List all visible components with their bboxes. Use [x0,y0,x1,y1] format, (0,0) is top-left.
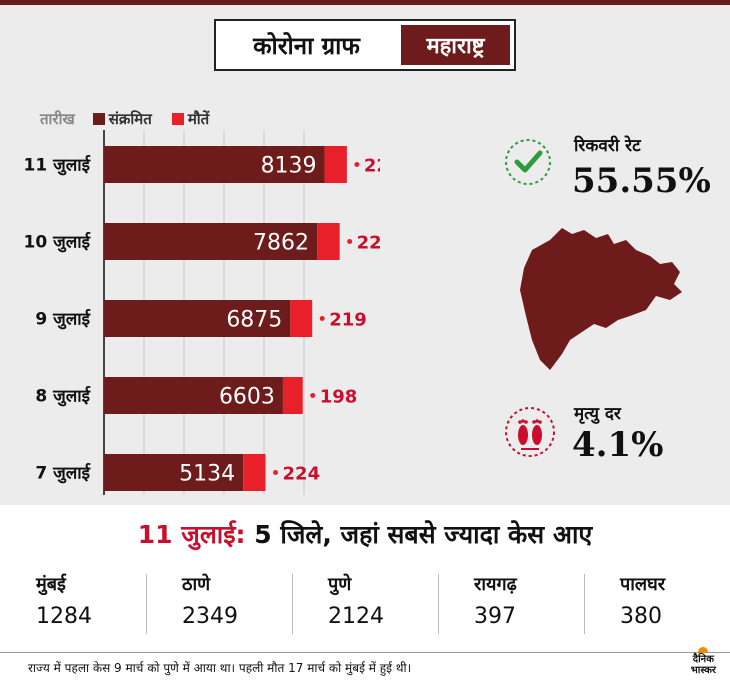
divider [584,574,585,634]
bar-deaths [243,454,266,491]
district-name: पुणे [328,574,352,595]
legend: तारीख संक्रमित मौतें [40,109,221,129]
bar-infected [104,454,244,491]
footprints-icon [505,407,555,457]
deaths-value-label: 219 [329,310,367,331]
district-name: रायगढ़ [474,574,517,595]
district-item: ठाणे 2349 [146,572,292,634]
chart-title: कोरोना ग्राफ [253,31,360,60]
state-badge: महाराष्ट्र [401,25,510,65]
mortality-label: मृत्यु दर [574,404,621,424]
district-value: 380 [620,604,662,629]
date-axis-label: तारीख [40,110,75,128]
divider [292,574,293,634]
sun-icon [698,647,709,653]
legend-deaths-label: मौतें [187,110,210,128]
divider [146,574,147,634]
deaths-dot-marker [310,393,316,398]
infected-value-label: 8139 [261,154,317,179]
bar-infected [104,300,291,337]
bar-deaths [282,377,303,414]
brand-logo: दैनिक भास्कर [691,647,716,676]
bar-infected [104,377,283,414]
deaths-value-label: 224 [283,464,321,485]
district-item: रायगढ़ 397 [438,572,584,634]
infected-value-label: 7862 [253,231,309,256]
footer-note: राज्य में पहला केस 9 मार्च को पुणे में आ… [0,652,730,685]
bar-deaths [290,300,313,337]
deaths-value-label: 226 [357,233,380,254]
district-list: मुंबई 1284 ठाणे 2349 पुणे 2124 रायगढ़ 39… [0,572,730,634]
divider [438,574,439,634]
districts-panel [0,505,730,685]
deaths-value-label: 223 [364,156,380,177]
district-value: 2349 [182,604,238,629]
infected-value-label: 6603 [219,385,275,410]
mortality-value: 4.1% [572,425,664,465]
districts-headline: 11 जुलाई: 5 जिले, जहां सबसे ज्यादा केस आ… [0,517,730,551]
infected-value-label: 5134 [179,462,235,487]
maharashtra-map-icon [520,228,682,370]
deaths-dot-marker [347,239,353,244]
district-name: ठाणे [182,574,211,595]
category-label: 10 जुलाई [24,232,91,253]
category-label: 8 जुलाई [35,386,91,407]
district-name: पालघर [620,574,666,595]
brand-line1: दैनिक [692,654,714,665]
recovery-label: रिकवरी रेट [574,136,641,156]
infected-value-label: 6875 [226,308,282,333]
district-value: 2124 [328,604,384,629]
legend-infected-label: संक्रमित [108,110,152,128]
deaths-dot-marker [319,316,325,321]
title-box: कोरोना ग्राफ महाराष्ट्र [214,19,516,71]
deaths-value-label: 198 [320,387,358,408]
district-value: 397 [474,604,516,629]
category-label: 7 जुलाई [35,463,91,484]
category-label: 11 जुलाई [24,155,91,176]
bar-deaths [324,146,347,183]
brand-line2: भास्कर [690,665,716,676]
legend-infected-swatch [92,113,105,125]
legend-deaths: मौतें [171,109,210,129]
legend-deaths-swatch [171,113,184,125]
deaths-dot-marker [273,470,279,475]
headline-date: 11 जुलाई: [137,520,246,549]
bar-infected [104,223,318,260]
district-name: मुंबई [36,574,66,595]
bar-deaths [317,223,340,260]
bar-chart: 11 जुलाई 8139 223 10 जुलाई 7862 226 9 जुलाई 687… [24,130,380,495]
category-label: 9 जुलाई [35,309,91,330]
legend-infected: संक्रमित [92,109,152,129]
district-item: पुणे 2124 [292,572,438,634]
bar-infected [104,146,325,183]
deaths-dot-marker [354,162,360,167]
district-item: पालघर 380 [584,572,730,634]
headline-text: 5 जिले, जहां सबसे ज्यादा केस आए [254,520,593,549]
check-icon [505,139,551,185]
district-value: 1284 [36,604,92,629]
recovery-value: 55.55% [572,161,711,201]
district-item: मुंबई 1284 [0,572,146,629]
